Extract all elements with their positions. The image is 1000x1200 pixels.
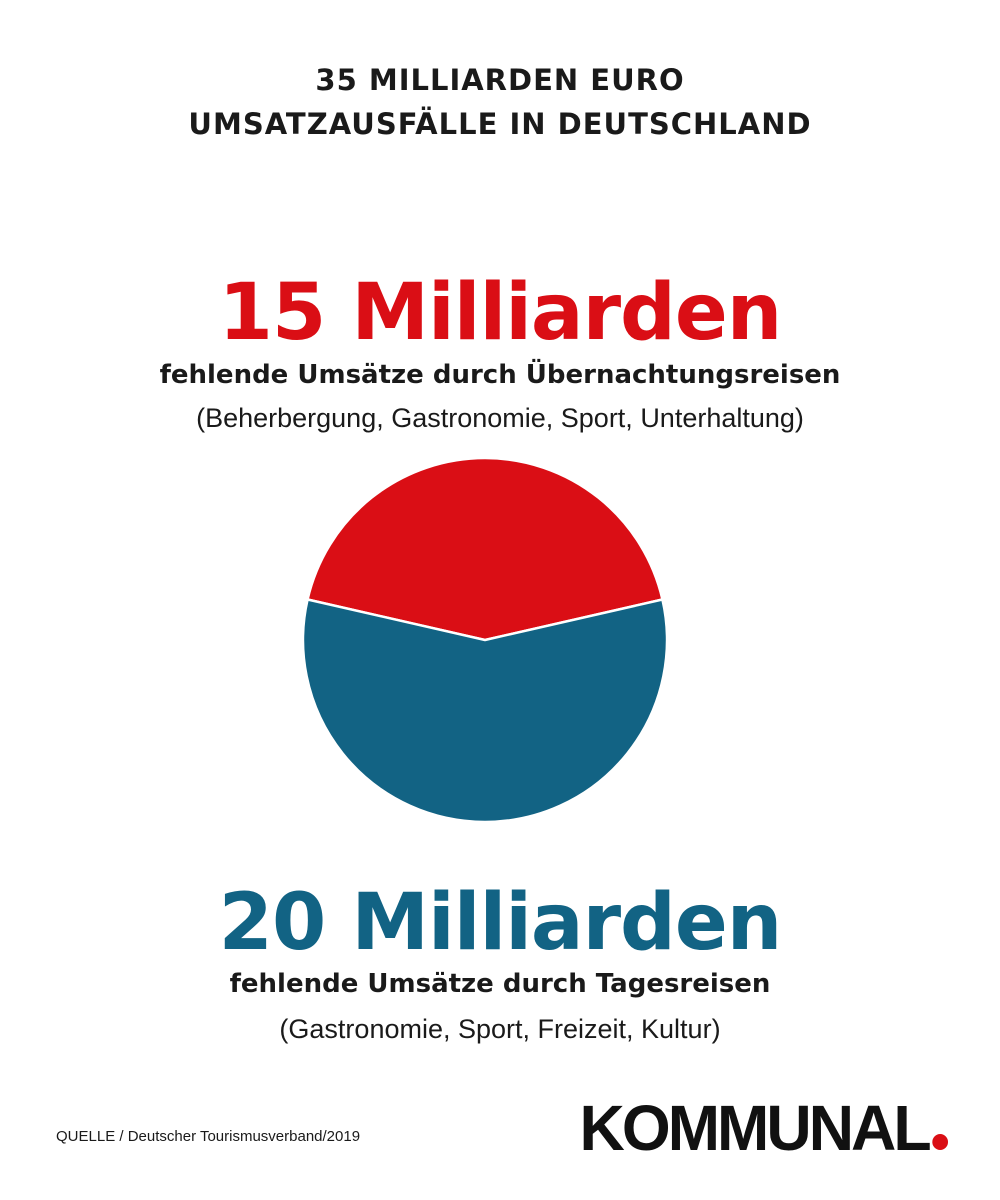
logo-text: KOMMUNAL — [579, 1092, 931, 1164]
overnight-detail: (Beherbergung, Gastronomie, Sport, Unter… — [196, 403, 804, 433]
daytrips-detail: (Gastronomie, Sport, Freizeit, Kultur) — [279, 1014, 721, 1044]
pie-slice-daytrips — [301, 598, 669, 824]
daytrips-description: fehlende Umsätze durch Tagesreisen — [229, 969, 771, 999]
title-line-1: 35 MILLIARDEN EURO — [315, 63, 685, 97]
chart-title: 35 MILLIARDEN EURO UMSATZAUSFÄLLE IN DEU… — [0, 58, 1000, 146]
source-note: QUELLE / Deutscher Tourismusverband/2019 — [56, 1128, 361, 1145]
logo-dot — [932, 1134, 948, 1150]
overnight-amount: 15 Milliarden — [218, 268, 783, 358]
pie-chart — [301, 456, 669, 824]
overnight-description: fehlende Umsätze durch Übernachtungsreis… — [159, 360, 841, 390]
pie-slice-overnight — [306, 456, 664, 642]
title-line-2: UMSATZAUSFÄLLE IN DEUTSCHLAND — [188, 107, 812, 141]
pie-slices — [301, 456, 669, 824]
kommunal-logo: KOMMUNAL — [579, 1090, 948, 1166]
daytrips-amount: 20 Milliarden — [218, 878, 783, 968]
